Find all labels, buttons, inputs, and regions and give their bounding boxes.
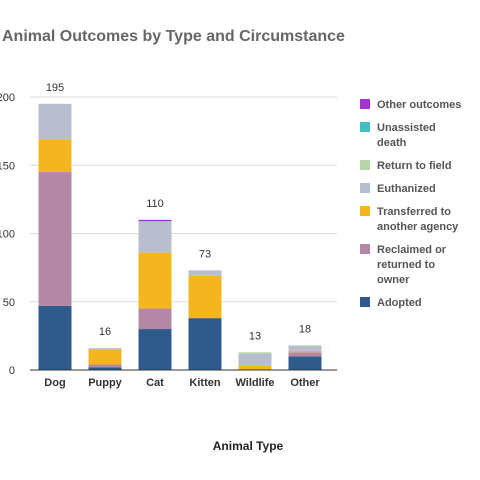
legend-label: Transferred to another agency — [377, 206, 459, 233]
total-label-dog: 195 — [46, 82, 64, 94]
legend-item-adopted: Adopted — [360, 297, 422, 309]
bar-kitten-transferred-to-another-agency — [188, 275, 222, 319]
legend-item-euthanized: Euthanized — [360, 183, 436, 195]
bar-kitten-euthanized — [188, 270, 222, 276]
total-label-wildlife: 13 — [249, 330, 261, 342]
x-tick-label-dog: Dog — [44, 377, 65, 389]
legend-item-other-outcomes: Other outcomes — [360, 99, 461, 111]
bar-dog-euthanized — [38, 103, 72, 140]
legend-swatch — [360, 160, 370, 170]
bar-cat-transferred-to-another-agency — [138, 252, 172, 309]
y-tick-label: 200 — [0, 92, 15, 104]
bar-cat-other-outcomes — [138, 219, 172, 222]
legend-item-transferred-to-another-agency: Transferred to another agency — [360, 206, 459, 233]
legend-label: Adopted — [377, 297, 422, 309]
y-axis-ticks: 0 50 100 150 200 — [0, 92, 15, 377]
bar-other-adopted — [288, 356, 322, 370]
legend-label: Return to field — [377, 160, 452, 172]
x-tick-label-wildlife: Wildlife — [235, 377, 274, 389]
bar-puppy-euthanized — [88, 348, 122, 350]
legend-label: Euthanized — [377, 183, 436, 195]
bar-puppy-transferred-to-another-agency — [88, 349, 122, 365]
chart-title: Animal Outcomes by Type and Circumstance — [2, 28, 345, 45]
legend: Other outcomes Unassisted death Return to f… — [360, 99, 461, 309]
legend-swatch — [360, 244, 370, 254]
bar-dog-transferred-to-another-agency — [38, 139, 72, 173]
bar-kitten-adopted — [188, 318, 222, 370]
bar-other-euthanized — [288, 345, 322, 351]
x-axis-ticks: Dog Puppy Cat Kitten Wildlife Other — [44, 377, 320, 389]
total-label-kitten: 73 — [199, 248, 211, 260]
x-tick-label-kitten: Kitten — [189, 377, 220, 389]
legend-swatch — [360, 99, 370, 109]
legend-item-unassisted-death: Unassisted death — [360, 122, 436, 149]
bar-puppy-adopted — [88, 367, 122, 370]
bar-dog-reclaimed-or-returned-to-owner — [38, 172, 72, 306]
bar-other-transferred-to-another-agency — [288, 350, 322, 353]
y-tick-label: 100 — [0, 229, 15, 241]
bar-cat-adopted — [138, 329, 172, 370]
bars — [38, 103, 322, 370]
x-axis-title: Animal Type — [213, 439, 284, 453]
bar-wildlife-euthanized — [238, 353, 272, 366]
legend-item-return-to-field: Return to field — [360, 160, 452, 172]
total-label-other: 18 — [299, 323, 311, 335]
y-tick-label: 50 — [3, 297, 15, 309]
legend-swatch — [360, 297, 370, 307]
gridlines — [30, 96, 337, 303]
legend-swatch — [360, 183, 370, 193]
bar-puppy-reclaimed-or-returned-to-owner — [88, 364, 122, 368]
legend-label: Other outcomes — [377, 99, 461, 111]
legend-swatch — [360, 206, 370, 216]
legend-item-reclaimed-or-returned-to-owner: Reclaimed or returned to owner — [360, 244, 447, 286]
bar-cat-euthanized — [138, 221, 172, 253]
x-tick-label-cat: Cat — [146, 377, 164, 389]
x-tick-label-puppy: Puppy — [88, 377, 122, 389]
legend-swatch — [360, 122, 370, 132]
bar-dog-adopted — [38, 305, 72, 370]
bar-other-reclaimed-or-returned-to-owner — [288, 352, 322, 357]
bar-wildlife-return-to-field — [238, 352, 272, 354]
total-labels: 195 16 110 73 13 18 — [46, 82, 311, 342]
bar-cat-reclaimed-or-returned-to-owner — [138, 308, 172, 330]
y-tick-label: 150 — [0, 160, 15, 172]
legend-label: Unassisted death — [377, 122, 436, 149]
total-label-puppy: 16 — [99, 326, 111, 338]
x-tick-label-other: Other — [290, 377, 320, 389]
bar-wildlife-transferred-to-another-agency — [238, 365, 272, 370]
legend-label: Reclaimed or returned to owner — [377, 244, 447, 286]
y-tick-label: 0 — [9, 365, 15, 377]
total-label-cat: 110 — [146, 198, 164, 210]
